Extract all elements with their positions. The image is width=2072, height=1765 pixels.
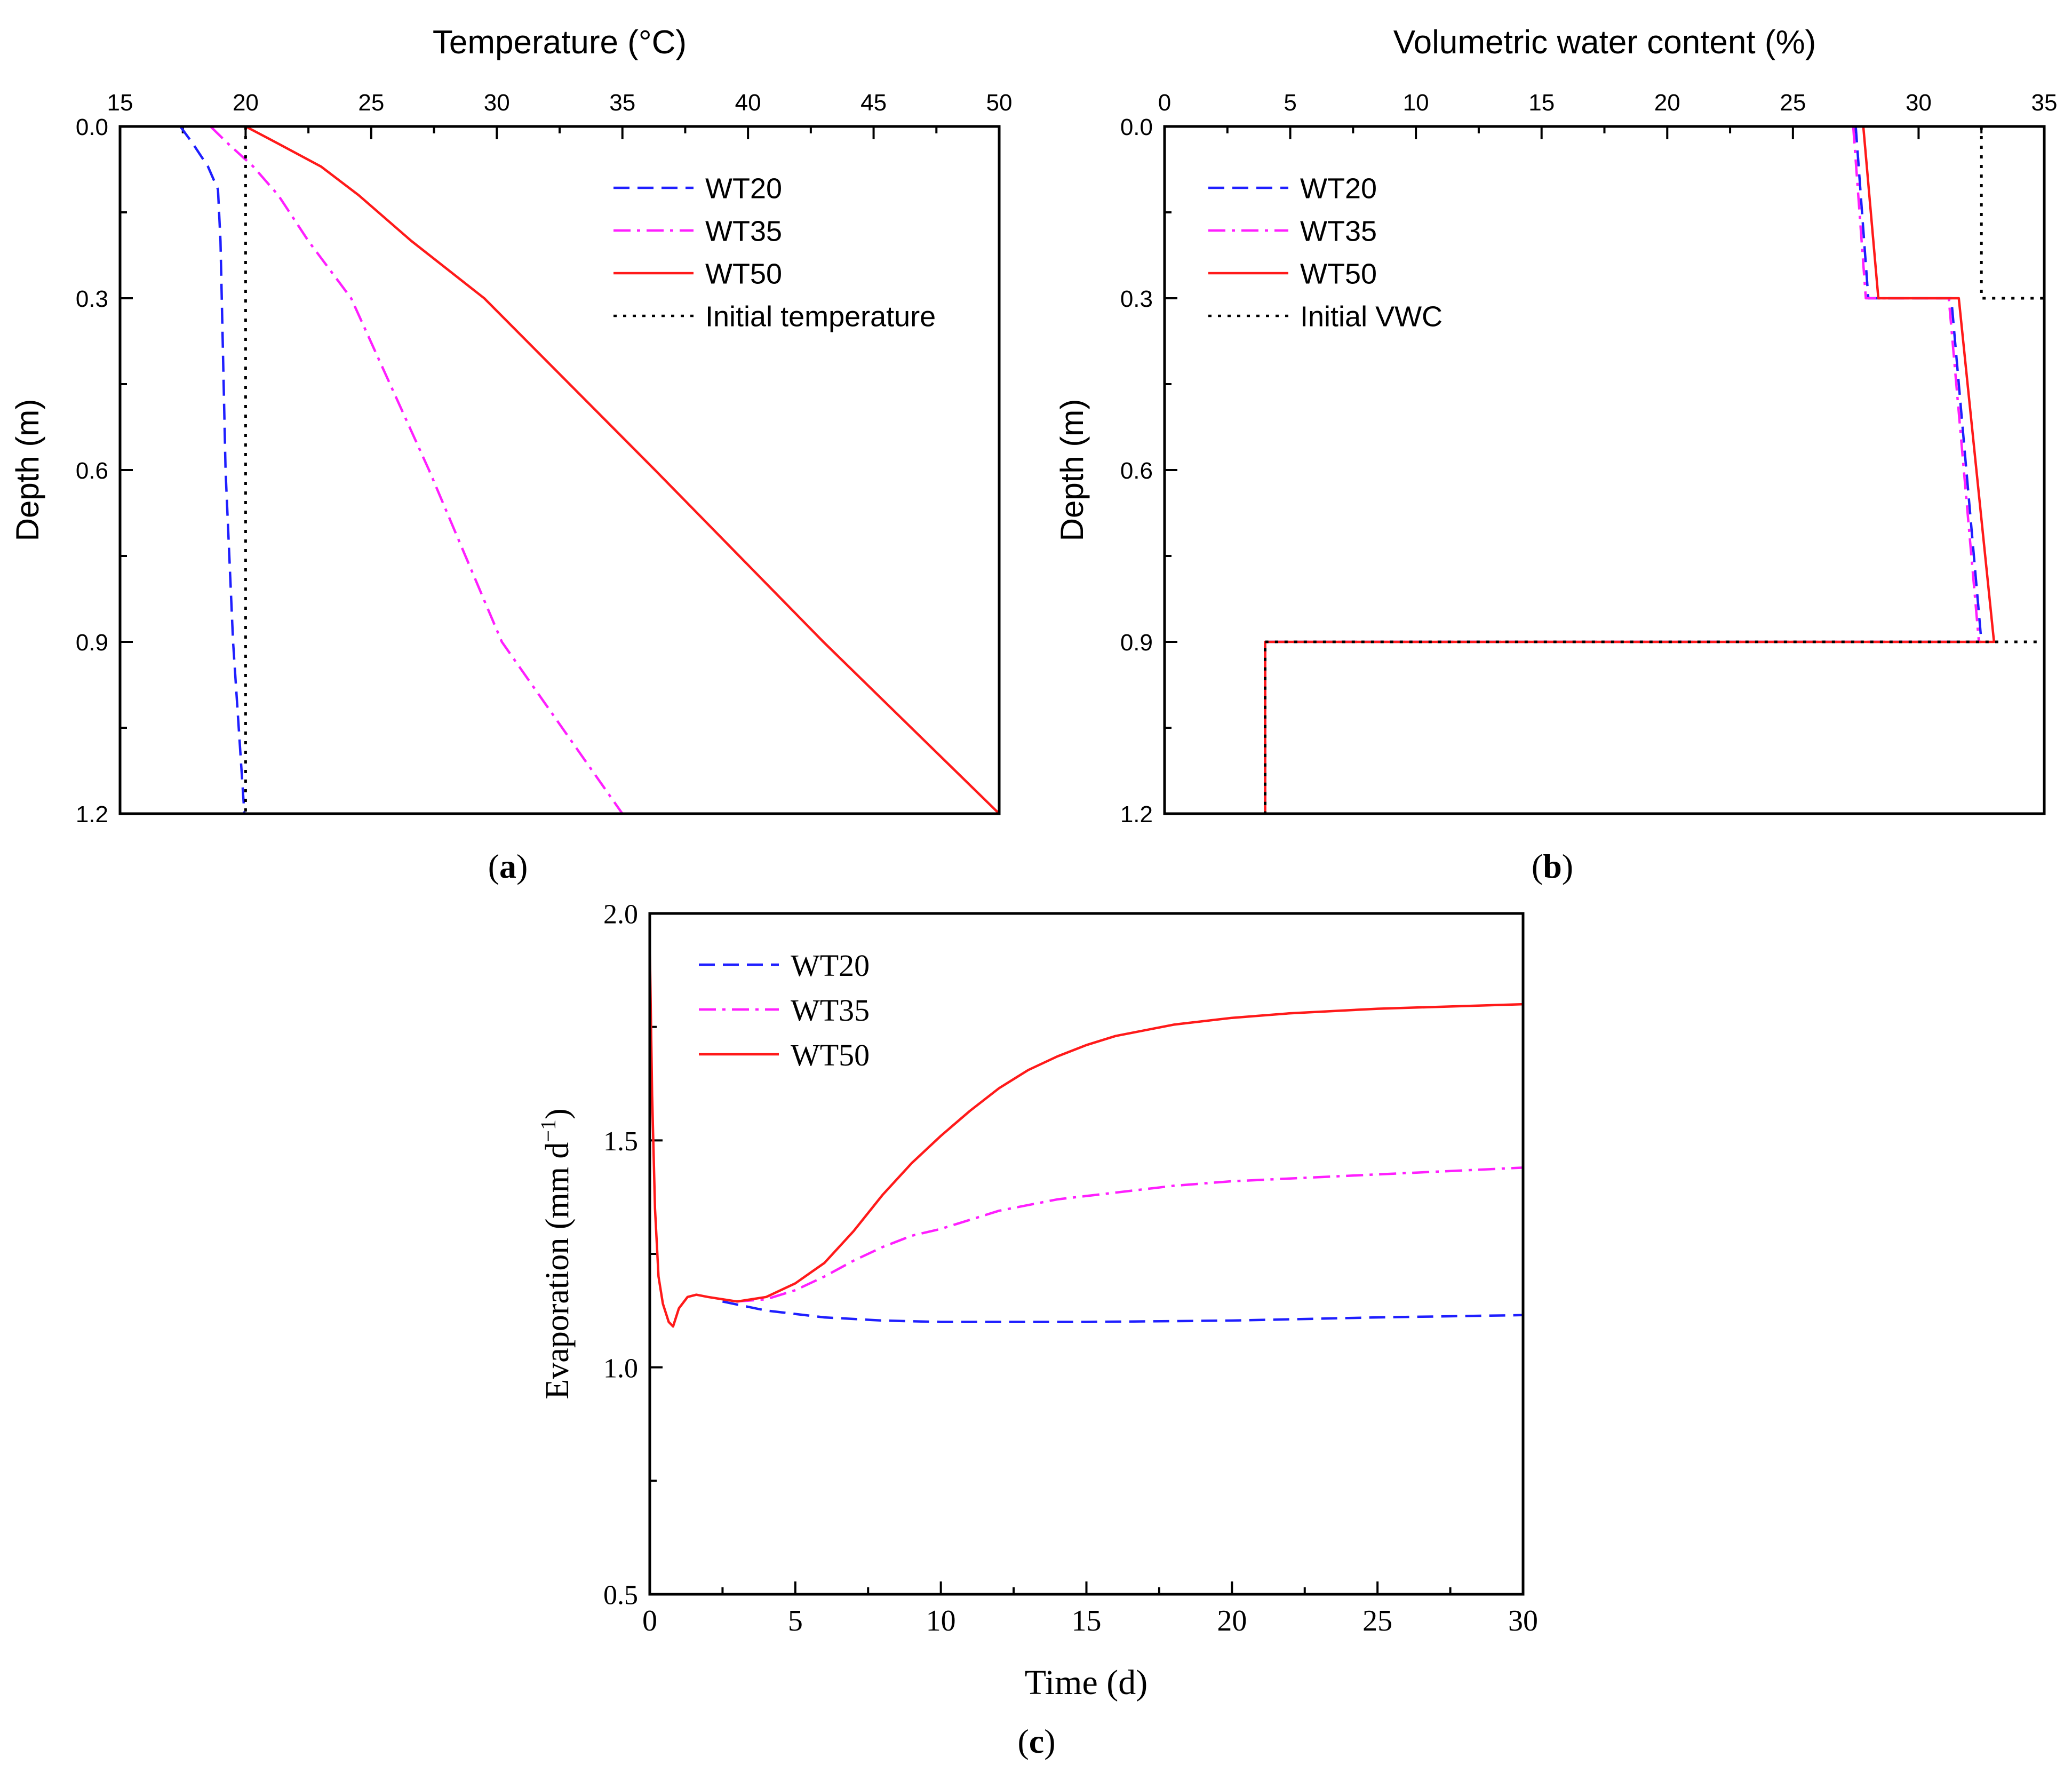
series-line-wt35 (737, 1166, 1523, 1303)
y-tick-label: 1.5 (603, 1126, 638, 1157)
y-tick-label: 1.2 (1120, 801, 1153, 828)
plot-area (650, 945, 1523, 1328)
x-tick-label: 35 (2031, 90, 2058, 116)
chart-b-water-content: 0 5 10 15 20 25 30 35 0.0 0.3 0.6 0.9 1.2 WT20 WT35 WT5… (1054, 24, 2057, 885)
plot-frame (118, 125, 1001, 815)
legend-label: WT20 (1300, 172, 1377, 204)
y-tick-label: 0.5 (603, 1580, 638, 1611)
series-line-wt50 (650, 945, 1523, 1328)
x-tick-label: 25 (1780, 90, 1806, 116)
x-tick-label: 50 (986, 90, 1013, 116)
series-line-wt20 (722, 1300, 1523, 1323)
legend-label: Initial VWC (1300, 300, 1443, 332)
series-line-initial-vwc (1264, 126, 2044, 814)
series-line-wt35 (1264, 126, 1980, 814)
x-tick-label: 20 (1217, 1604, 1247, 1637)
x-tick-label: 25 (1362, 1604, 1392, 1637)
x-tick-label: 0 (1158, 90, 1171, 116)
x-tick-label: 5 (788, 1604, 803, 1637)
x-axis-title: Volumetric water content (%) (1393, 24, 1816, 61)
y-tick-label: 2.0 (603, 900, 638, 930)
x-tick-label: 10 (1403, 90, 1429, 116)
y-tick-label: 0.3 (1120, 286, 1153, 312)
x-tick-label: 10 (926, 1604, 956, 1637)
y-tick-label: 0.9 (76, 630, 108, 656)
legend-label: WT20 (705, 172, 782, 204)
y-tick-label: 1.2 (76, 801, 108, 828)
legend-label: Initial temperature (705, 300, 936, 332)
chart-a-temperature: 15 20 25 30 35 40 45 50 0.0 0.3 0.6 0.9 1.2 WT20 WT35 W… (10, 24, 1012, 885)
y-tick-label: 1.0 (603, 1353, 638, 1384)
legend-label: WT20 (791, 948, 870, 983)
x-tick-label: 30 (1906, 90, 1932, 116)
y-tick-label: 0.0 (1120, 114, 1153, 140)
plot-frame (648, 912, 1525, 1596)
y-tick-label: 0.9 (1120, 630, 1153, 656)
plot-area (179, 126, 999, 814)
y-tick-label: 0.0 (76, 114, 108, 140)
x-axis-title: Time (d) (1025, 1663, 1147, 1702)
x-tick-label: 20 (233, 90, 259, 116)
x-tick-label: 15 (1072, 1604, 1102, 1637)
x-tick-label: 0 (642, 1604, 657, 1637)
x-tick-label: 20 (1654, 90, 1680, 116)
plot-area (1264, 126, 2044, 814)
x-tick-label: 25 (358, 90, 384, 116)
series-line-wt35 (209, 126, 624, 814)
x-tick-label: 35 (609, 90, 635, 116)
series-line-wt20 (179, 126, 246, 814)
legend-label: WT50 (1300, 258, 1377, 290)
panel-label: (a) (488, 847, 528, 885)
plot-frame (1163, 125, 2046, 815)
x-axis-title: Temperature (°C) (433, 24, 687, 61)
y-axis-title: Evaporation (mm d−1) (536, 1108, 576, 1399)
y-axis-title: Depth (m) (10, 399, 45, 542)
x-tick-label: 30 (1508, 1604, 1538, 1637)
x-tick-label: 5 (1284, 90, 1296, 116)
y-tick-label: 0.6 (1120, 458, 1153, 484)
y-tick-label: 0.6 (76, 458, 108, 484)
panel-label: (c) (1017, 1722, 1055, 1760)
y-tick-label: 0.3 (76, 286, 108, 312)
panel-label: (b) (1532, 847, 1573, 885)
legend-label: WT50 (791, 1038, 870, 1072)
y-axis-title: Depth (m) (1054, 399, 1090, 542)
chart-c-evaporation: 0 5 10 15 20 25 30 0.5 1.0 1.5 2.0 WT20 WT35 WT50 Time… (536, 900, 1538, 1760)
x-tick-label: 15 (1528, 90, 1555, 116)
x-tick-label: 30 (484, 90, 510, 116)
x-tick-label: 40 (735, 90, 761, 116)
legend-label: WT35 (791, 993, 870, 1028)
legend-label: WT35 (705, 215, 782, 247)
legend-label: WT50 (705, 258, 782, 290)
x-tick-label: 45 (860, 90, 887, 116)
series-line-wt50 (245, 126, 999, 814)
legend-label: WT35 (1300, 215, 1377, 247)
x-tick-label: 15 (107, 90, 133, 116)
